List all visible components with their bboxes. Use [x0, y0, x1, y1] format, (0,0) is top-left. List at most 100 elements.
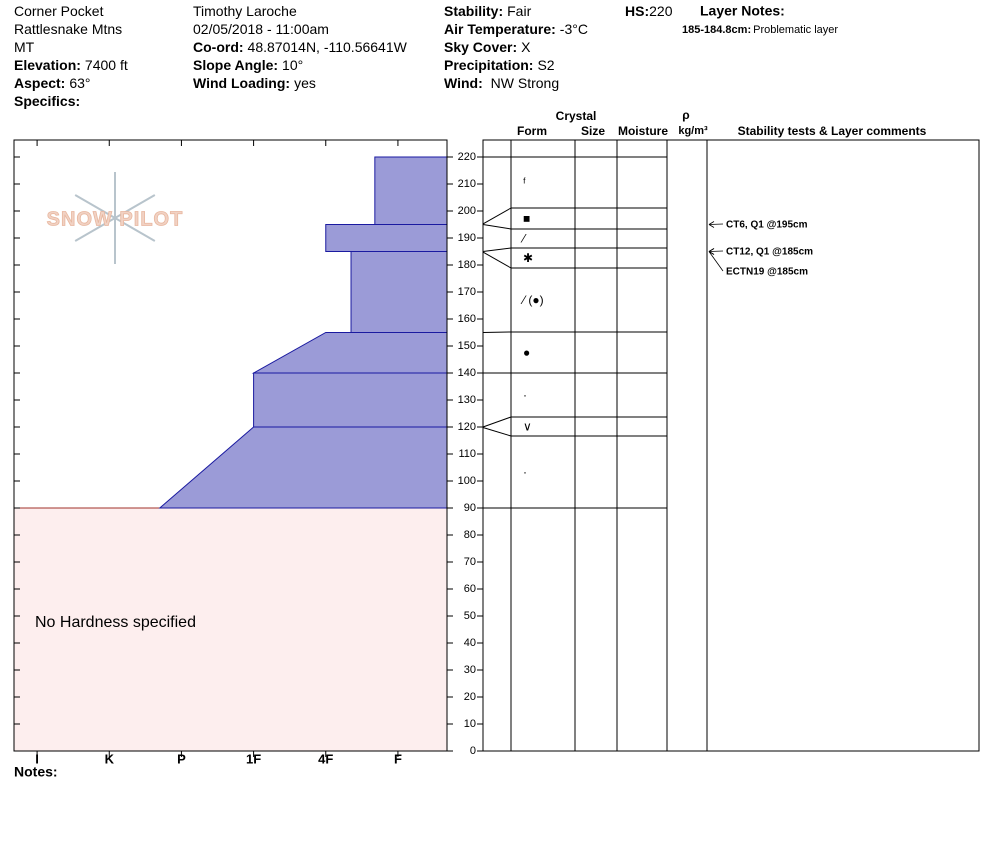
grain-form: ⁄ (●) — [520, 293, 544, 307]
header-field: Wind Loading: yes — [193, 75, 316, 91]
field-value: 7400 ft — [85, 57, 128, 73]
th-comments: Stability tests & Layer comments — [738, 124, 927, 138]
header-field: Precipitation: S2 — [444, 57, 555, 73]
field-label: Specifics: — [14, 93, 80, 109]
logo: SNOW PILOT — [47, 208, 184, 230]
grain-form: ᶠ — [523, 176, 526, 190]
flake-arm — [74, 217, 116, 242]
depth-label: 130 — [458, 394, 476, 406]
th-density: kg/m³ — [678, 125, 708, 137]
field-label: Air Temperature: — [444, 21, 556, 37]
header-field: Aspect: 63° — [14, 75, 91, 91]
field-label: Co-ord: — [193, 39, 244, 55]
field-value: Corner Pocket — [14, 3, 104, 19]
th-size: Size — [581, 124, 605, 138]
depth-label: 20 — [464, 691, 476, 703]
field-value: Fair — [507, 3, 531, 19]
layer-connector — [482, 247, 512, 252]
header-field: Rattlesnake Mtns — [14, 21, 122, 37]
header-field: Timothy Laroche — [193, 3, 297, 19]
layer-note-text: Problematic layer — [753, 24, 838, 36]
notes-label: Notes: — [14, 764, 58, 780]
header-field: Stability: Fair — [444, 3, 532, 19]
depth-label: 80 — [464, 529, 476, 541]
layer-connector — [482, 224, 512, 230]
field-value: MT — [14, 39, 35, 55]
field-value: 10° — [282, 57, 303, 73]
grain-form: ✱ — [523, 251, 533, 265]
depth-label: 150 — [458, 340, 476, 352]
hardness-layer — [374, 156, 448, 225]
depth-label: 50 — [464, 610, 476, 622]
field-label: Slope Angle: — [193, 57, 278, 73]
test-arrow — [708, 221, 724, 228]
flake-arm — [114, 217, 156, 242]
depth-label: 100 — [458, 475, 476, 487]
header-field: Wind: NW Strong — [444, 75, 559, 91]
field-label: Sky Cover: — [444, 39, 517, 55]
test-arrow — [708, 248, 724, 255]
hardness-label: I — [35, 751, 39, 766]
depth-label: 160 — [458, 313, 476, 325]
th-crystal: Crystal — [556, 109, 597, 123]
test-label: CT6, Q1 @195cm — [726, 220, 808, 231]
field-label: Wind: — [444, 75, 483, 91]
th-rho: ρ — [682, 108, 689, 122]
grain-form: ⁄ — [520, 232, 527, 246]
field-label: Wind Loading: — [193, 75, 290, 91]
grain-form: ∨ — [523, 420, 532, 434]
test-label: ECTN19 @185cm — [726, 267, 808, 278]
header-field: 02/05/2018 - 11:00am — [193, 21, 329, 37]
hardness-label: 4F — [318, 751, 333, 766]
header-field: Corner Pocket — [14, 3, 104, 19]
depth-label: 220 — [458, 151, 476, 163]
header-field: Air Temperature: -3°C — [444, 21, 588, 37]
hardness-label: 1F — [246, 751, 261, 766]
header-field: Co-ord: 48.87014N, -110.56641W — [193, 39, 408, 55]
grain-form: · — [523, 465, 527, 479]
header-field: MT — [14, 39, 35, 55]
depth-label: 110 — [458, 448, 476, 460]
header-field: Sky Cover: X — [444, 39, 531, 55]
field-label: Aspect: — [14, 75, 65, 91]
no-hardness-label: No Hardness specified — [35, 614, 196, 631]
depth-label: 200 — [458, 205, 476, 217]
header-field: Specifics: — [14, 93, 80, 109]
header-field: Slope Angle: 10° — [193, 57, 303, 73]
depth-label: 0 — [470, 745, 476, 757]
depth-label: 90 — [464, 502, 476, 514]
field-value: 48.87014N, -110.56641W — [248, 39, 408, 55]
depth-label: 210 — [458, 178, 476, 190]
grain-form: ■ — [523, 212, 530, 226]
hs-value: 220 — [649, 3, 673, 19]
flake-arm — [114, 194, 156, 219]
layer-connector — [482, 416, 512, 428]
layer-connector — [482, 207, 512, 225]
depth-label: 30 — [464, 664, 476, 676]
field-label: Elevation: — [14, 57, 81, 73]
hs-label: HS: — [625, 3, 649, 19]
hardness-layer — [253, 372, 448, 428]
grain-form: ● — [523, 346, 530, 360]
field-value: Timothy Laroche — [193, 3, 297, 19]
depth-label: 10 — [464, 718, 476, 730]
field-value: S2 — [537, 57, 554, 73]
hardness-layer — [350, 251, 448, 333]
hardness-layer — [158, 426, 448, 509]
header-field: Elevation: 7400 ft — [14, 57, 128, 73]
th-moisture: Moisture — [618, 124, 668, 138]
field-value: NW Strong — [487, 75, 559, 91]
depth-label: 180 — [458, 259, 476, 271]
layer-connector — [482, 331, 512, 333]
field-label: Precipitation: — [444, 57, 533, 73]
th-form: Form — [517, 124, 547, 138]
field-value: -3°C — [560, 21, 588, 37]
field-label: Stability: — [444, 3, 503, 19]
layer-notes-title: Layer Notes: — [700, 3, 785, 19]
hardness-layer — [325, 224, 448, 252]
hardness-label: F — [394, 751, 402, 766]
table-frame — [482, 139, 980, 752]
test-label: CT12, Q1 @185cm — [726, 247, 813, 258]
depth-label: 170 — [458, 286, 476, 298]
